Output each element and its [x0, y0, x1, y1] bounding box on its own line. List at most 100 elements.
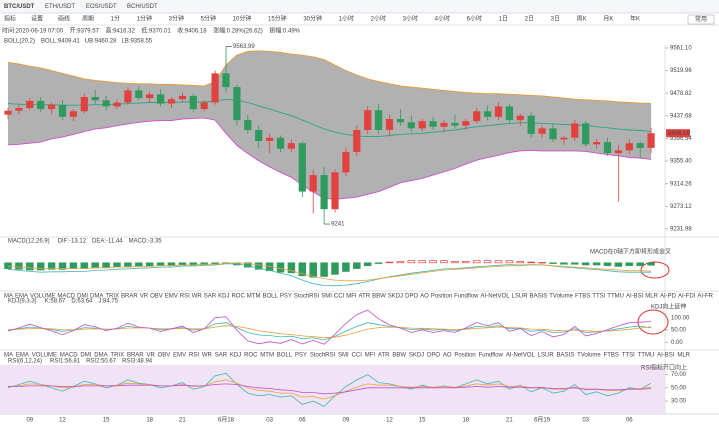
toolbar-button[interactable]: 设置	[31, 15, 43, 23]
indicator-tab[interactable]: MACD	[60, 353, 78, 359]
indicator-tab[interactable]: LSUR	[538, 353, 555, 359]
indicator-tab[interactable]: DMA	[90, 294, 103, 300]
indicator-tab[interactable]: TRIX	[105, 294, 119, 300]
period-button[interactable]: 3分钟	[169, 15, 184, 23]
toolbar-right-label[interactable]: 常用	[695, 15, 707, 23]
indicator-tab[interactable]: AI-NetVOL	[506, 353, 536, 359]
indicator-tab[interactable]: SKDJ	[409, 353, 424, 359]
symbol-tab[interactable]: BCH/USDT	[127, 4, 158, 10]
indicator-tab[interactable]: Fundflow	[479, 353, 504, 359]
indicator-tab[interactable]: MACD	[57, 294, 75, 300]
indicator-tab[interactable]: BASIS	[530, 294, 548, 300]
indicator-tab[interactable]: WR	[192, 294, 203, 300]
indicator-tab[interactable]: KDJ	[230, 353, 241, 359]
indicator-tab[interactable]: RSI	[180, 294, 190, 300]
indicator-tab[interactable]: AI-NetVOL	[481, 294, 511, 300]
indicator-tab[interactable]: MLR	[645, 294, 658, 300]
indicator-tab[interactable]: MTM	[247, 294, 261, 300]
indicator-tab[interactable]: StochRSI	[294, 294, 320, 300]
indicator-tab[interactable]: ATR	[359, 294, 371, 300]
indicator-tab[interactable]: BBW	[392, 353, 406, 359]
indicator-tab[interactable]: DMI	[77, 294, 88, 300]
period-button[interactable]: 1日	[499, 16, 508, 23]
symbol-tab[interactable]: BTC/USDT	[4, 4, 35, 10]
indicator-tab[interactable]: Fundflow	[454, 294, 479, 300]
indicator-tab[interactable]: MLR	[677, 353, 690, 359]
indicator-tab[interactable]: Position	[454, 353, 475, 359]
indicator-tab[interactable]: ROC	[231, 294, 245, 300]
indicator-tab[interactable]: BOLL	[277, 353, 293, 359]
indicator-tab[interactable]: PSY	[295, 353, 307, 359]
symbol-tab[interactable]: EOS/USDT	[86, 4, 117, 10]
indicator-tab[interactable]: MA	[4, 353, 13, 359]
period-button[interactable]: 1分	[111, 15, 120, 23]
indicator-tab[interactable]: FTBS	[604, 353, 619, 359]
indicator-tab[interactable]: PSY	[280, 294, 292, 300]
period-button[interactable]: 15分钟	[268, 15, 287, 23]
indicator-tab[interactable]: BOLL	[262, 294, 278, 300]
indicator-tab[interactable]: AI-FR	[697, 294, 713, 300]
symbol-tab[interactable]: ETH/USDT	[45, 4, 75, 10]
indicator-tab[interactable]: AO	[443, 353, 452, 359]
indicator-tab[interactable]: KDJ	[218, 294, 229, 300]
indicator-tab[interactable]: SMI	[321, 294, 332, 300]
indicator-tab[interactable]: EMA	[16, 353, 29, 359]
period-button[interactable]: 30分钟	[303, 15, 322, 23]
indicator-tab[interactable]: BASIS	[557, 353, 575, 359]
indicator-tab[interactable]: Position	[431, 294, 452, 300]
indicator-tab[interactable]: TRIX	[110, 353, 124, 359]
indicator-tab[interactable]: BBW	[372, 294, 386, 300]
period-button[interactable]: 10分钟	[233, 15, 252, 23]
indicator-tab[interactable]: WR	[202, 353, 213, 359]
toolbar-right-button[interactable]	[687, 14, 715, 25]
indicator-tab[interactable]: SAR	[204, 294, 217, 300]
period-button[interactable]: 年K	[630, 15, 640, 23]
indicator-tab[interactable]: AI-FDI	[678, 294, 696, 300]
indicator-tab[interactable]: SKDJ	[388, 294, 403, 300]
indicator-tab[interactable]: FTBS	[575, 294, 590, 300]
indicator-tab[interactable]: MFI	[346, 294, 357, 300]
indicator-tab[interactable]: DMI	[80, 353, 91, 359]
indicator-tab[interactable]: EMV	[165, 294, 178, 300]
indicator-tab[interactable]: LSUR	[512, 294, 529, 300]
indicator-tab[interactable]: DPO	[427, 353, 440, 359]
indicator-tab[interactable]: VR	[146, 353, 155, 359]
toolbar-button[interactable]: 画线	[58, 15, 70, 23]
indicator-tab[interactable]: TVolume	[577, 353, 601, 359]
indicator-tab[interactable]: AI-BSI	[657, 353, 675, 359]
indicator-tab[interactable]: SAR	[215, 353, 228, 359]
indicator-tab[interactable]: ROC	[244, 353, 258, 359]
indicator-tab[interactable]: BRAR	[127, 353, 144, 359]
period-button[interactable]: 周K	[577, 16, 587, 23]
period-button[interactable]: 周期	[82, 15, 94, 23]
indicator-tab[interactable]: CCI	[334, 294, 345, 300]
indicator-tab[interactable]: VR	[140, 294, 149, 300]
indicator-tab[interactable]: MA	[4, 294, 13, 300]
period-button[interactable]: 5分钟	[201, 15, 216, 23]
period-button[interactable]: 月K	[603, 16, 613, 23]
indicator-tab[interactable]: TTMU	[607, 294, 624, 300]
toolbar-button[interactable]: 指标	[4, 15, 16, 23]
indicator-tab[interactable]: StochRSI	[310, 353, 336, 359]
period-button[interactable]: 2小时	[371, 15, 386, 23]
period-button[interactable]: 6小时	[467, 15, 482, 23]
indicator-tab[interactable]: BRAR	[121, 294, 138, 300]
indicator-tab[interactable]: DMA	[94, 353, 107, 359]
indicator-tab[interactable]: VOLUME	[30, 294, 55, 300]
period-button[interactable]: 3小时	[403, 15, 418, 23]
period-button[interactable]: 1小时	[339, 15, 354, 23]
indicator-tab[interactable]: RSI	[189, 353, 199, 359]
indicator-tab[interactable]: OBV	[158, 353, 171, 359]
indicator-tab[interactable]: ATR	[378, 353, 390, 359]
indicator-tab[interactable]: TTSI	[622, 353, 635, 359]
indicator-tab[interactable]: EMV	[173, 353, 186, 359]
indicator-tab[interactable]: TVolume	[549, 294, 573, 300]
indicator-tab[interactable]: SMI	[338, 353, 349, 359]
period-button[interactable]: 1分钟	[137, 15, 152, 23]
period-button[interactable]: 3日	[551, 16, 560, 23]
indicator-tab[interactable]: EMA	[15, 294, 28, 300]
indicator-tab[interactable]: MTM	[260, 353, 274, 359]
indicator-tab[interactable]: AO	[420, 294, 429, 300]
indicator-tab[interactable]: MFI	[365, 353, 376, 359]
indicator-tab[interactable]: OBV	[150, 294, 163, 300]
